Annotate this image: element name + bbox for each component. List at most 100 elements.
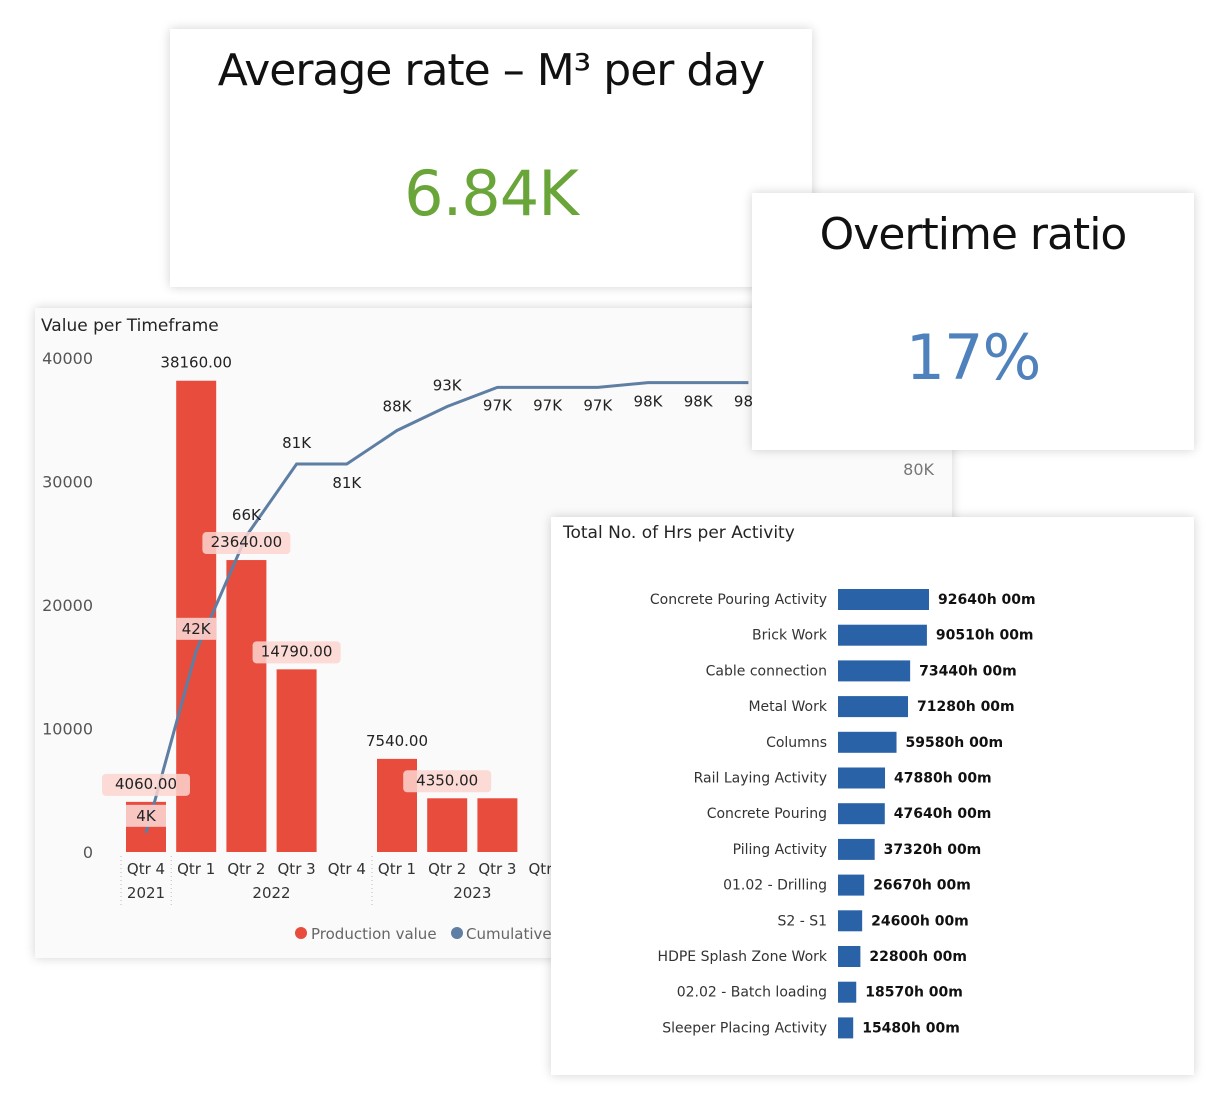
- bar-production-value: [477, 798, 518, 852]
- bar-hours: [838, 910, 863, 932]
- chart-title: Value per Timeframe: [41, 316, 219, 336]
- bar-data-label: 23640.00: [211, 533, 283, 551]
- y-tick-label: 20000: [42, 596, 93, 615]
- category-label: Columns: [766, 735, 827, 751]
- y2-tick-label: 80K: [903, 460, 934, 479]
- bar-hours: [838, 731, 897, 753]
- legend-label: Production value: [311, 925, 437, 943]
- category-label: Concrete Pouring: [707, 806, 827, 822]
- x-group-label: 2022: [252, 884, 290, 902]
- x-tick-label: Qtr 2: [227, 860, 265, 878]
- bar-data-label: 71280h 00m: [917, 699, 1015, 715]
- average-rate-value: 6.84K: [404, 157, 579, 230]
- bar-data-label: 37320h 00m: [884, 842, 982, 858]
- category-label: 01.02 - Drilling: [723, 878, 827, 894]
- line-data-label: 66K: [232, 506, 262, 524]
- line-data-label: 42K: [182, 620, 212, 638]
- x-tick-label: Qtr 3: [278, 860, 316, 878]
- bar-hours: [838, 946, 861, 967]
- category-label: Rail Laying Activity: [694, 771, 827, 787]
- bar-data-label: 4350.00: [416, 771, 478, 789]
- hours-per-activity-svg: Concrete Pouring Activity 92640h 00m Brick…: [650, 589, 1036, 1039]
- line-data-label: 93K: [433, 377, 463, 395]
- line-data-label: 88K: [383, 397, 413, 415]
- bar-production-value: [226, 560, 267, 852]
- average-rate-card: Average rate – M³ per day 6.84K: [170, 29, 812, 287]
- category-label: Brick Work: [752, 628, 828, 644]
- data-label-background: [202, 532, 291, 555]
- bar-production-value: [276, 669, 317, 852]
- bar-data-label: 59580h 00m: [906, 735, 1004, 751]
- x-tick-label: Qtr 4: [328, 860, 366, 878]
- bar-data-label: 47640h 00m: [894, 806, 992, 822]
- legend-marker-cumulative: [451, 927, 463, 939]
- bar-hours: [838, 624, 927, 646]
- bar-hours: [838, 874, 865, 896]
- line-data-label: 4K: [136, 807, 157, 825]
- line-data-label: 81K: [332, 474, 362, 492]
- bar-hours: [838, 838, 875, 860]
- data-label-background: [126, 804, 166, 827]
- bar-data-label: 92640h 00m: [938, 592, 1036, 608]
- hours-per-activity-chart: Total No. of Hrs per Activity Concrete P…: [551, 517, 1194, 1075]
- bar-data-label: 38160.00: [160, 354, 232, 372]
- bar-data-label: 15480h 00m: [862, 1020, 960, 1036]
- x-group-label: 2023: [453, 884, 491, 902]
- bar-data-label: 4060.00: [115, 775, 177, 793]
- x-tick-label: Qtr 2: [428, 860, 466, 878]
- category-label: Cable connection: [706, 663, 827, 679]
- bar-data-label: 14790.00: [261, 642, 333, 660]
- category-label: Metal Work: [748, 699, 827, 715]
- y-tick-label: 0: [83, 843, 93, 862]
- x-tick-label: Qtr 1: [378, 860, 416, 878]
- chart-title: Total No. of Hrs per Activity: [563, 523, 795, 543]
- bar-production-value: [176, 380, 217, 852]
- data-label-background: [176, 617, 217, 640]
- bar-data-label: 7540.00: [366, 732, 428, 750]
- overtime-ratio-title: Overtime ratio: [819, 209, 1128, 260]
- legend-marker-production-value: [295, 927, 307, 939]
- bar-hours: [838, 767, 886, 789]
- y-tick-label: 10000: [42, 720, 93, 739]
- overtime-ratio-card: Overtime ratio 17%: [752, 193, 1194, 450]
- line-data-label: 97K: [583, 396, 613, 414]
- x-tick-label: Qtr 1: [177, 860, 215, 878]
- category-label: S2 - S1: [777, 913, 827, 929]
- category-label: HDPE Splash Zone Work: [658, 949, 828, 965]
- average-rate-title: Average rate – M³ per day: [217, 45, 766, 96]
- line-data-label: 97K: [483, 396, 513, 414]
- category-label: Sleeper Placing Activity: [662, 1020, 827, 1036]
- value-per-timeframe-svg: 0 10000 20000 30000 40000 80K 4060.00 38160.00 2…: [42, 349, 934, 943]
- line-data-label: 97K: [533, 396, 563, 414]
- bar-data-label: 47880h 00m: [894, 771, 992, 787]
- bar-data-label: 26670h 00m: [873, 878, 971, 894]
- y-tick-label: 30000: [42, 473, 93, 492]
- bar-hours: [838, 696, 909, 718]
- data-label-background: [102, 773, 190, 796]
- y-tick-label: 40000: [42, 349, 93, 368]
- legend-label: Cumulative: [466, 925, 552, 943]
- bar-hours: [838, 981, 857, 1003]
- bar-data-label: 18570h 00m: [865, 985, 963, 1001]
- bar-hours: [838, 660, 911, 682]
- x-tick-label: Qtr 4: [127, 860, 165, 878]
- line-data-label: 98K: [684, 393, 714, 411]
- category-label: 02.02 - Batch loading: [677, 985, 827, 1001]
- bar-hours: [838, 1017, 854, 1039]
- overtime-ratio-value: 17%: [905, 321, 1042, 394]
- category-label: Piling Activity: [733, 842, 827, 858]
- line-data-label: 98K: [634, 393, 664, 411]
- x-tick-label: Qtr 3: [478, 860, 516, 878]
- bar-data-label: 73440h 00m: [919, 663, 1017, 679]
- bar-data-label: 24600h 00m: [871, 913, 969, 929]
- line-data-label: 81K: [282, 434, 312, 452]
- category-label: Concrete Pouring Activity: [650, 592, 827, 608]
- bar-production-value: [427, 798, 468, 852]
- bar-data-label: 22800h 00m: [869, 949, 967, 965]
- bar-data-label: 90510h 00m: [936, 628, 1034, 644]
- bar-hours: [838, 803, 885, 825]
- data-label-background: [252, 641, 341, 664]
- x-group-label: 2021: [127, 884, 165, 902]
- bar-hours: [838, 589, 929, 610]
- data-label-background: [403, 770, 492, 793]
